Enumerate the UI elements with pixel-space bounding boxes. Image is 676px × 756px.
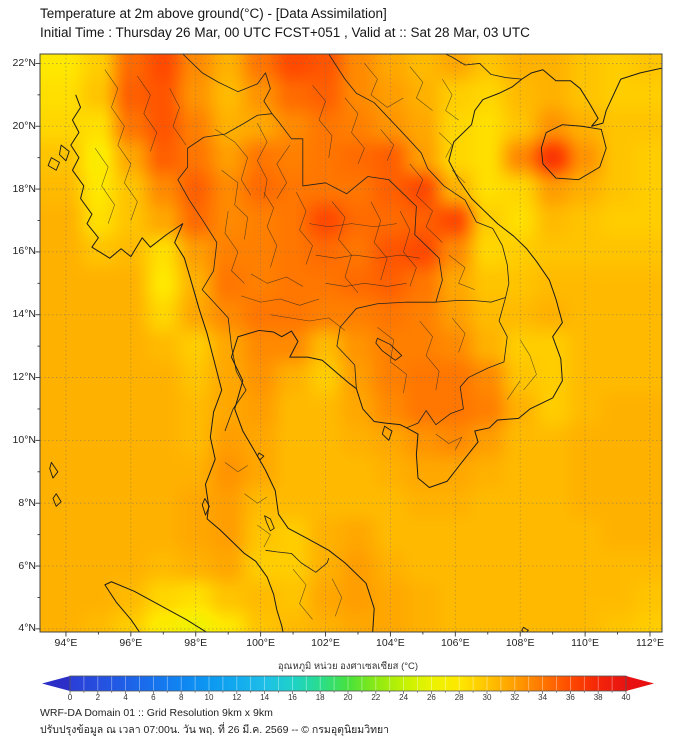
colorbar-tick-label: 18	[315, 693, 325, 702]
lon-tick-label: 104°E	[376, 637, 405, 649]
colorbar-tick-label: 20	[343, 693, 353, 702]
colorbar-tick-label: 16	[287, 693, 297, 702]
page-title: Temperature at 2m above ground(°C) - [Da…	[40, 6, 387, 21]
lat-tick-label: 4°N	[18, 622, 36, 635]
lon-tick-label: 100°E	[246, 637, 275, 649]
colorbar-label: อุณหภูมิ หน่วย องศาเซลเซียส (°C)	[277, 661, 419, 672]
colorbar-tick-label: 34	[538, 693, 548, 702]
footer-update-info: ปรับปรุงข้อมูล ณ เวลา 07:00น. วัน พฤ. ที…	[40, 724, 390, 736]
lat-tick-label: 10°N	[12, 433, 36, 446]
lon-tick-label: 96°E	[119, 637, 143, 649]
lon-tick-label: 110°E	[571, 637, 600, 649]
colorbar-tick-label: 38	[593, 693, 603, 702]
colorbar-tick-label: 24	[399, 693, 409, 702]
lon-tick-label: 102°E	[311, 637, 340, 649]
colorbar-tick-label: 0	[67, 693, 73, 702]
lon-tick-label: 98°E	[184, 637, 208, 649]
colorbar-tick-label: 12	[232, 693, 242, 702]
colorbar-tick-label: 30	[482, 693, 492, 702]
lon-tick-label: 106°E	[440, 637, 470, 649]
page-subtitle: Initial Time : Thursday 26 Mar, 00 UTC F…	[40, 25, 530, 40]
colorbar-tick-label: 14	[260, 693, 270, 702]
lon-tick-label: 108°E	[505, 637, 535, 649]
colorbar-tick-label: 10	[204, 693, 214, 702]
lat-tick-label: 14°N	[12, 308, 36, 321]
lat-tick-label: 16°N	[12, 245, 36, 258]
colorbar-tick-label: 8	[178, 693, 184, 702]
colorbar-tick-label: 32	[510, 693, 520, 702]
lon-tick-label: 94°E	[54, 637, 78, 649]
footer-domain-info: WRF-DA Domain 01 :: Grid Resolution 9km …	[40, 707, 273, 719]
colorbar-tick-label: 22	[371, 693, 381, 702]
colorbar-tick-label: 28	[454, 693, 464, 702]
colorbar-tick-label: 40	[621, 693, 631, 702]
colorbar-tick-label: 6	[151, 693, 156, 702]
lat-tick-label: 8°N	[18, 496, 36, 509]
lat-tick-label: 18°N	[12, 182, 36, 195]
colorbar-tick-label: 2	[95, 693, 101, 702]
lat-tick-label: 22°N	[12, 56, 36, 69]
lat-tick-label: 20°N	[12, 119, 36, 132]
colorbar-tick-label: 26	[426, 693, 436, 702]
lat-tick-label: 12°N	[12, 371, 36, 384]
colorbar-tick-label: 36	[565, 693, 575, 702]
lat-tick-label: 6°N	[18, 559, 36, 572]
colorbar-tick-label: 4	[123, 693, 128, 702]
lon-tick-label: 112°E	[636, 637, 664, 649]
